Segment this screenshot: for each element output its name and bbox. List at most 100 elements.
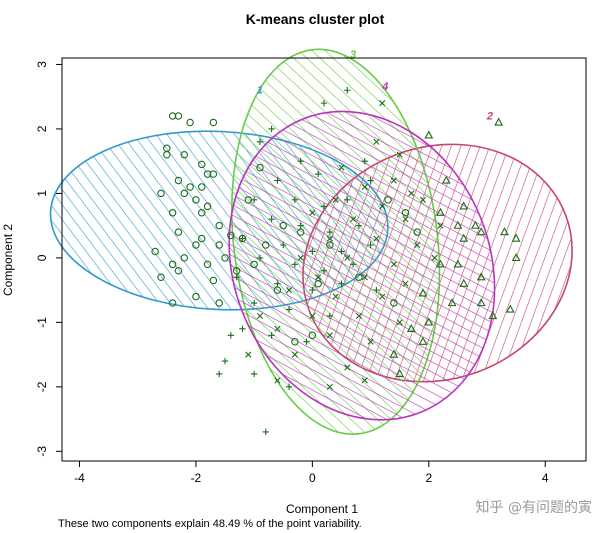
cluster-4-point	[332, 196, 339, 203]
cluster-4-point	[373, 138, 380, 145]
cluster-4-point	[315, 274, 322, 281]
cluster-2-point	[418, 336, 428, 345]
cluster-4-point	[285, 287, 293, 294]
cluster-1-point	[390, 299, 398, 307]
cluster-3-point	[291, 261, 299, 268]
cluster-4-point	[396, 319, 403, 326]
cluster-1-point	[197, 183, 206, 191]
data-points	[151, 87, 521, 436]
cluster-3-point	[344, 196, 351, 204]
cluster-3-point	[373, 286, 380, 294]
x-axis-label: Component 1	[286, 502, 358, 516]
cluster-1-point	[291, 337, 299, 346]
cluster-4-point	[309, 209, 316, 216]
cluster-4-point	[379, 203, 386, 210]
cluster-4-point	[390, 177, 397, 184]
y-tick-label: 2	[35, 125, 49, 132]
cluster-4-label: 4	[381, 81, 388, 93]
cluster-3-point	[338, 280, 345, 287]
cluster-3-point	[227, 332, 235, 339]
cluster-1-point	[209, 276, 218, 285]
y-tick-label: 0	[35, 254, 49, 261]
cluster-2-point	[470, 220, 480, 229]
cluster-labels: 1 2 3 4	[257, 49, 493, 122]
cluster-3-point	[309, 248, 316, 255]
cluster-4-point	[274, 377, 281, 384]
cluster-4-point	[350, 216, 357, 223]
cluster-3-point	[216, 370, 223, 378]
cluster-2-point	[511, 252, 521, 262]
cluster-1-point	[209, 170, 218, 178]
cluster-1-point	[168, 299, 177, 307]
watermark-text: 知乎 @有问题的寅	[476, 499, 592, 516]
cluster-1-point	[203, 202, 212, 211]
x-tick-label: 4	[542, 471, 549, 485]
cluster-1-point	[157, 189, 165, 198]
cluster-3-point	[274, 177, 281, 184]
cluster-1-label: 1	[257, 84, 263, 96]
cluster-1-point	[314, 279, 322, 288]
cluster-4-point	[414, 241, 421, 249]
cluster-2-point	[500, 227, 509, 236]
cluster-1-point	[192, 196, 200, 204]
cluster-3-point	[250, 299, 258, 307]
cluster-3-point	[361, 157, 368, 165]
cluster-1-point	[174, 228, 183, 236]
cluster-2-point	[476, 227, 486, 236]
cluster-3-point	[320, 203, 328, 210]
cluster-3-point	[303, 338, 310, 345]
y-tick-label: -2	[35, 381, 49, 392]
cluster-2-label: 2	[486, 110, 493, 122]
cluster-2-point	[505, 304, 515, 313]
cluster-3-point	[256, 138, 264, 146]
cluster-4-point	[402, 280, 409, 287]
cluster-1-point	[186, 118, 194, 127]
cluster-1-point	[273, 286, 282, 294]
cluster-3-point	[268, 125, 275, 133]
cluster-1-point	[168, 112, 177, 120]
cluster-3-label: 3	[350, 49, 356, 61]
cluster-4-point	[390, 261, 397, 268]
cluster-1-point	[279, 221, 287, 230]
cluster-4-point	[408, 190, 415, 197]
cluster-1-point	[203, 260, 212, 269]
cluster-4-point	[396, 151, 403, 158]
cluster-4-point	[297, 254, 304, 261]
cluster-3-point	[338, 248, 345, 255]
cluster-3-point	[309, 286, 316, 294]
cluster-4-point	[367, 338, 374, 345]
cluster-3-point	[262, 428, 269, 436]
cluster-3-point	[367, 177, 374, 184]
cluster-3-point	[320, 267, 328, 274]
cluster-2-point	[511, 233, 521, 242]
cluster-1-point	[174, 112, 183, 120]
cluster-1-point	[168, 209, 177, 217]
cluster-3-point	[233, 274, 240, 281]
cluster-3-point	[268, 332, 275, 339]
cluster-4-point	[332, 293, 339, 300]
cluster-4-point	[344, 254, 351, 261]
cluster-1-point	[355, 273, 363, 281]
cluster-1-point	[197, 160, 206, 169]
cluster-1-point	[262, 241, 270, 249]
x-tick-label: -4	[74, 471, 85, 485]
cluster-4-point	[309, 312, 316, 320]
cluster-4-point	[379, 100, 386, 107]
cluster-4-point	[431, 254, 438, 261]
cluster-1-point	[180, 189, 189, 198]
cluster-2-point	[488, 310, 498, 320]
cluster-2-point	[459, 201, 469, 210]
cluster-2-point	[459, 233, 469, 242]
cluster-3-point	[256, 254, 264, 262]
cluster-1-point	[163, 150, 171, 159]
cluster-4-point	[326, 332, 333, 339]
cluster-2-point	[494, 117, 504, 126]
x-tick-label: 0	[309, 471, 316, 485]
chart-title: K-means cluster plot	[246, 11, 385, 27]
variability-caption: These two components explain 48.49 % of …	[58, 518, 362, 530]
cluster-2-point	[459, 278, 469, 287]
cluster-1-point	[192, 292, 200, 301]
plot-frame	[61, 57, 587, 462]
cluster-3-point	[320, 99, 328, 107]
cluster-2-point	[406, 323, 416, 332]
